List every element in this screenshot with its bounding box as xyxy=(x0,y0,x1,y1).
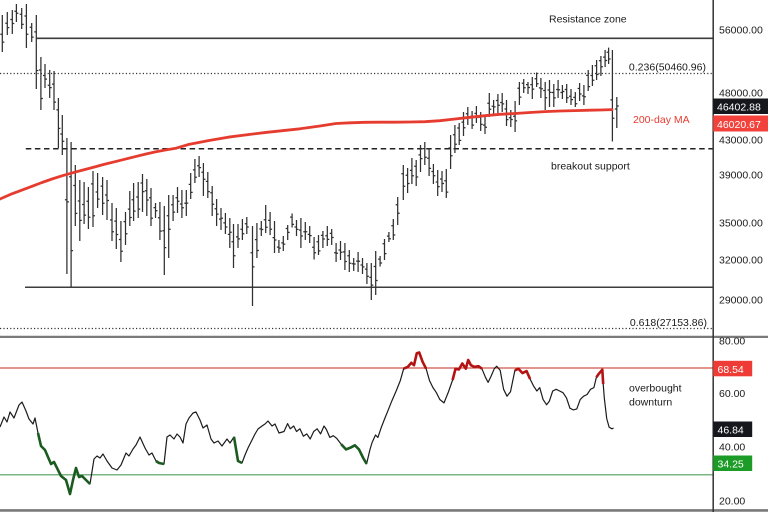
svg-text:68.54: 68.54 xyxy=(718,364,744,376)
svg-text:46020.67: 46020.67 xyxy=(717,119,761,131)
svg-text:43000.00: 43000.00 xyxy=(719,135,763,147)
svg-text:39000.00: 39000.00 xyxy=(719,170,763,182)
svg-text:48000.00: 48000.00 xyxy=(719,88,763,100)
svg-text:34.25: 34.25 xyxy=(718,459,744,471)
svg-text:46.84: 46.84 xyxy=(718,425,744,437)
svg-text:60.00: 60.00 xyxy=(719,388,745,400)
svg-text:downturn: downturn xyxy=(629,397,672,409)
svg-text:80.00: 80.00 xyxy=(719,336,745,348)
svg-text:Resistance zone: Resistance zone xyxy=(549,14,627,26)
svg-text:overbought: overbought xyxy=(629,383,682,395)
svg-text:0.236(50460.96): 0.236(50460.96) xyxy=(629,62,706,74)
svg-text:35000.00: 35000.00 xyxy=(719,218,763,230)
svg-text:32000.00: 32000.00 xyxy=(719,255,763,267)
svg-text:29000.00: 29000.00 xyxy=(719,295,763,307)
svg-text:20.00: 20.00 xyxy=(719,496,745,508)
svg-text:0.618(27153.86): 0.618(27153.86) xyxy=(630,317,707,329)
svg-text:46402.88: 46402.88 xyxy=(717,102,761,114)
svg-text:200-day MA: 200-day MA xyxy=(633,114,690,126)
svg-text:56000.00: 56000.00 xyxy=(719,25,763,37)
svg-text:breakout support: breakout support xyxy=(551,161,630,173)
svg-text:40.00: 40.00 xyxy=(719,442,745,454)
